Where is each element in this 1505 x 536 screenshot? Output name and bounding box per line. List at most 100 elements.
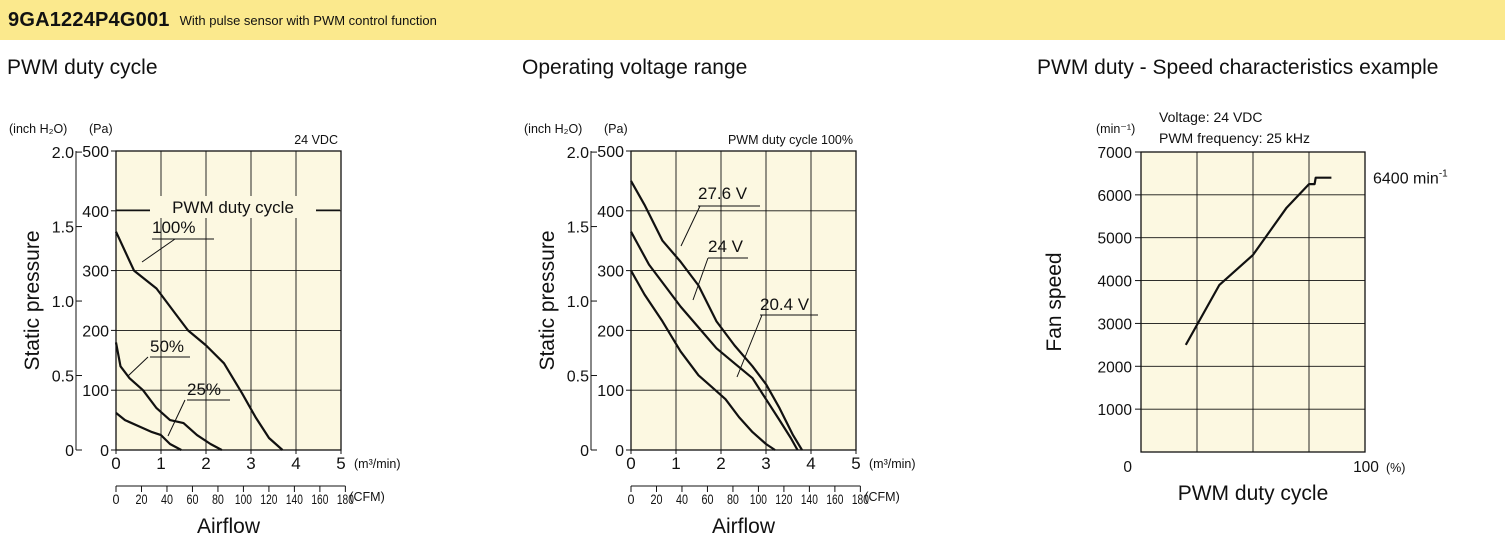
c2-y-tick-label: 2000 [1098,359,1133,376]
c1-series-label: 20.4 V [760,295,810,314]
c1-x-tick-label: 1 [671,454,680,473]
c2-x-unit: (%) [1386,461,1405,475]
c1-y2-tick-label: 1.0 [567,294,589,311]
c2-x-tick-label: 0 [1123,459,1132,476]
c1-x-unit: (m³/min) [869,457,916,471]
c1-y-tick-label: 200 [597,323,624,340]
c0-x2-tick-label: 60 [186,492,198,507]
c1-x2-tick-label: 180 [852,492,869,507]
c1-condition-label: PWM duty cycle 100% [728,133,853,147]
c0-x2-tick-label: 20 [135,492,147,507]
c1-y2-tick-label: 0 [580,443,589,460]
c0-x2-tick-label: 160 [311,492,328,507]
c1-y-tick-label: 300 [597,264,624,281]
c0-y-tick-label: 400 [82,204,109,221]
c1-x-tick-label: 2 [716,454,725,473]
c1-series-label: 27.6 V [698,184,748,203]
c0-series-label: 50% [150,337,184,356]
c0-y2-tick-label: 0 [65,443,74,460]
chart-title-speed: PWM duty - Speed characteristics example [1037,56,1439,79]
c2-annotation-base: 6400 min [1373,171,1439,188]
c1-x-tick-label: 3 [761,454,770,473]
c0-y-tick-label: 500 [82,144,109,161]
c2-y-tick-label: 1000 [1098,402,1133,419]
c2-y-tick-label: 3000 [1098,316,1133,333]
c0-x-tick-label: 5 [336,454,345,473]
c0-legend-title: PWM duty cycle [172,198,294,217]
c1-x2-tick-label: 160 [826,492,843,507]
c0-label-pointer [167,399,186,437]
c0-x2-unit: (CFM) [349,490,384,504]
c0-series-label: 25% [187,380,221,399]
c2-y-axis-label: Fan speed [1043,252,1066,351]
c0-x-tick-label: 4 [291,454,300,473]
c0-x2-tick-label: 100 [235,492,252,507]
c1-y2-tick-label: 1.5 [567,220,589,237]
c1-y2-unit: (inch H₂O) [524,122,582,136]
c0-y2-tick-label: 0.5 [52,369,74,386]
c1-y-tick-label: 0 [615,443,624,460]
c1-y2-tick-label: 2.0 [567,145,589,162]
c0-x-axis-label: Airflow [197,515,261,536]
c1-y-tick-label: 100 [597,383,624,400]
c1-y2-tick-label: 0.5 [567,369,589,386]
c2-x-axis-label: PWM duty cycle [1178,482,1329,505]
c1-x-axis-label: Airflow [712,515,776,536]
c2-plot-frame [1140,151,1366,453]
c0-series-line [115,231,284,451]
c0-series-line [115,412,182,451]
c1-y-tick-label: 500 [597,144,624,161]
c1-x2-tick-label: 100 [750,492,767,507]
c1-series-line [630,270,776,451]
c1-y-tick-label: 400 [597,204,624,221]
c1-x-tick-label: 5 [851,454,860,473]
c0-legend-title-bg [150,196,316,218]
c0-x-tick-label: 3 [246,454,255,473]
c2-y-unit: (min⁻¹) [1096,122,1135,136]
c1-label-pointer [680,205,701,247]
c0-x2-tick-label: 40 [161,492,173,507]
c2-y-tick-label: 6000 [1098,188,1133,205]
c1-x2-tick-label: 60 [701,492,713,507]
chart-title-pwm-duty-cycle: PWM duty cycle [7,56,158,79]
c0-series-label: 100% [152,218,195,237]
c2-y-tick-label: 7000 [1098,145,1133,162]
c0-condition-label: 24 VDC [294,133,338,147]
c1-plot-area [631,151,856,450]
c0-y-unit: (Pa) [89,122,113,136]
c1-y-unit: (Pa) [604,122,628,136]
c0-x2-tick-label: 0 [113,492,120,507]
header-bar: 9GA1224P4G001 With pulse sensor with PWM… [0,0,1505,40]
c1-series-line [630,180,803,451]
c1-x-tick-label: 0 [626,454,635,473]
c1-label-pointer [692,257,709,301]
c1-plot-frame [630,150,857,451]
c0-x-tick-label: 1 [156,454,165,473]
c0-x-tick-label: 0 [111,454,120,473]
c1-x2-tick-label: 20 [650,492,662,507]
c0-y-tick-label: 0 [100,443,109,460]
c1-x2-tick-label: 80 [727,492,739,507]
c2-x-tick-label: 100 [1353,459,1379,476]
model-description: With pulse sensor with PWM control funct… [179,12,437,28]
c0-x2-tick-label: 120 [260,492,277,507]
chart-title-operating-voltage: Operating voltage range [522,56,748,79]
c0-y2-tick-label: 1.5 [52,220,74,237]
c1-x2-tick-label: 140 [801,492,818,507]
c2-y-tick-label: 5000 [1098,231,1133,248]
c1-x-tick-label: 4 [806,454,815,473]
c0-x2-tick-label: 140 [286,492,303,507]
c0-y-tick-label: 300 [82,264,109,281]
c1-x2-tick-label: 0 [628,492,635,507]
c0-label-pointer [141,238,176,263]
c2-condition-frequency: PWM frequency: 25 kHz [1159,130,1310,146]
c0-y-axis-label: Static pressure [21,230,44,370]
c0-plot-frame [115,150,342,451]
c1-label-pointer [736,314,763,378]
c2-annotation: 6400 min-1 [1373,169,1448,188]
c0-y2-tick-label: 2.0 [52,145,74,162]
c0-plot-area [116,151,341,450]
c2-annotation-sup: -1 [1439,169,1448,180]
c1-x2-tick-label: 40 [676,492,688,507]
